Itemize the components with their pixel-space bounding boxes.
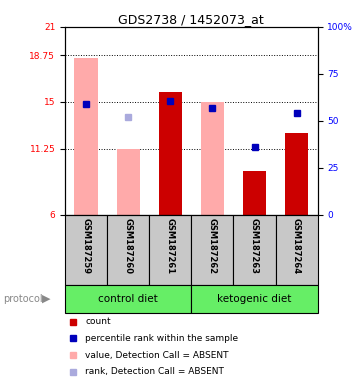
Text: ▶: ▶ bbox=[42, 294, 50, 304]
Bar bbox=[191, 215, 234, 285]
Text: GSM187261: GSM187261 bbox=[166, 218, 175, 274]
Bar bbox=[159, 92, 182, 215]
Bar bbox=[117, 149, 140, 215]
Text: GSM187259: GSM187259 bbox=[82, 218, 91, 274]
Text: rank, Detection Call = ABSENT: rank, Detection Call = ABSENT bbox=[85, 367, 224, 376]
Bar bbox=[65, 285, 191, 313]
Title: GDS2738 / 1452073_at: GDS2738 / 1452073_at bbox=[118, 13, 264, 26]
Bar bbox=[243, 171, 266, 215]
Text: percentile rank within the sample: percentile rank within the sample bbox=[85, 334, 238, 343]
Text: ketogenic diet: ketogenic diet bbox=[217, 294, 292, 304]
Text: GSM187260: GSM187260 bbox=[124, 218, 132, 274]
Text: protocol: protocol bbox=[4, 294, 43, 304]
Bar bbox=[234, 215, 275, 285]
Bar bbox=[275, 215, 318, 285]
Text: control diet: control diet bbox=[98, 294, 158, 304]
Text: count: count bbox=[85, 317, 111, 326]
Bar bbox=[201, 102, 224, 215]
Bar bbox=[191, 285, 318, 313]
Text: GSM187263: GSM187263 bbox=[250, 218, 259, 274]
Bar bbox=[149, 215, 191, 285]
Text: GSM187264: GSM187264 bbox=[292, 218, 301, 274]
Bar bbox=[74, 58, 97, 215]
Bar bbox=[285, 133, 308, 215]
Bar bbox=[65, 215, 107, 285]
Text: GSM187262: GSM187262 bbox=[208, 218, 217, 274]
Bar bbox=[107, 215, 149, 285]
Text: value, Detection Call = ABSENT: value, Detection Call = ABSENT bbox=[85, 351, 229, 359]
